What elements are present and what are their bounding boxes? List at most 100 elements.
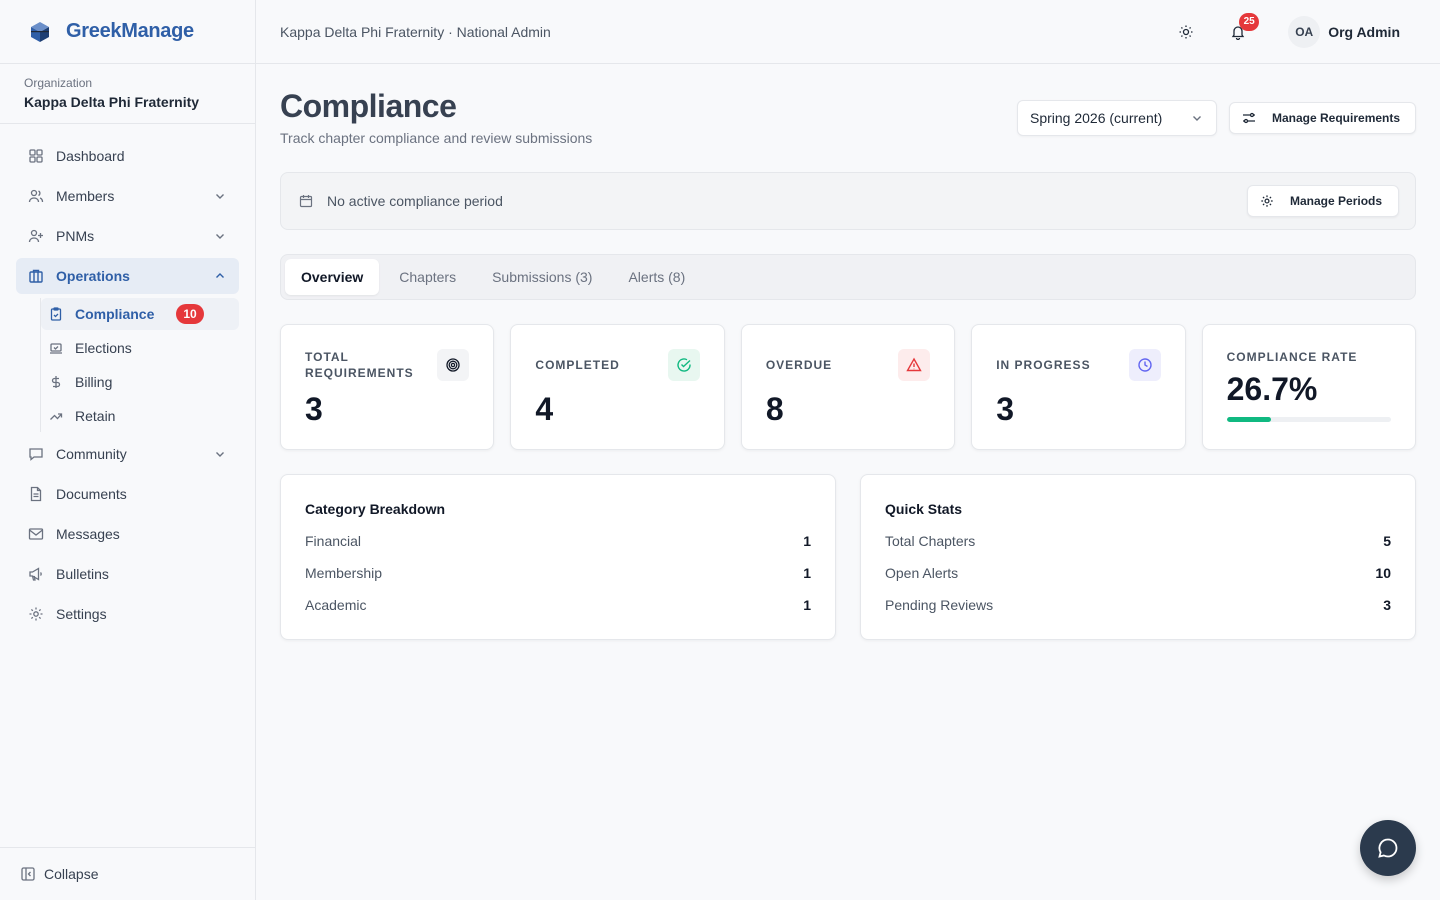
row-value: 1 (803, 565, 811, 581)
panels-row: Category Breakdown Financial 1 Membershi… (280, 474, 1416, 640)
period-select[interactable]: Spring 2026 (current) (1017, 100, 1217, 136)
sidebar-item-label: Settings (56, 606, 107, 622)
stat-label: Total Requirements (305, 350, 414, 380)
tab-alerts[interactable]: Alerts (8) (628, 269, 686, 285)
stats-row: Total Requirements 3 Completed 4 Overdue… (280, 324, 1417, 450)
sliders-icon (1243, 112, 1255, 124)
sidebar-item-label: Billing (75, 374, 113, 390)
user-name[interactable]: Org Admin (1328, 23, 1400, 40)
row-label: Pending Reviews (885, 597, 994, 613)
tab-chapters[interactable]: Chapters (399, 269, 457, 285)
dollar-icon (49, 375, 63, 389)
gear-icon (28, 606, 44, 622)
stat-value: 3 (305, 391, 323, 427)
chevron-down-icon (213, 229, 227, 243)
sidebar-item-label: Dashboard (56, 148, 125, 164)
row-value: 3 (1383, 597, 1391, 613)
sidebar-item-members[interactable]: Members (16, 178, 239, 214)
sidebar-item-community[interactable]: Community (16, 436, 239, 472)
stat-label: Compliance Rate (1226, 350, 1358, 364)
sidebar-item-messages[interactable]: Messages (16, 516, 239, 552)
quick-stats-panel: Quick Stats Total Chapters 5 Open Alerts… (860, 474, 1416, 640)
stat-value: 26.7% (1226, 371, 1318, 407)
brand[interactable]: GreekManage (0, 0, 255, 64)
sidebar-item-label: Compliance (75, 306, 155, 322)
manage-requirements-button[interactable]: Manage Requirements (1229, 102, 1416, 134)
stat-value: 4 (535, 391, 554, 427)
stat-card-total-requirements: Total Requirements 3 (280, 324, 495, 450)
organization-name: Kappa Delta Phi Fraternity (24, 94, 200, 110)
row-label: Total Chapters (885, 533, 976, 549)
topbar: Kappa Delta Phi Fraternity · National Ad… (256, 0, 1440, 64)
collapse-sidebar-button[interactable]: Collapse (0, 847, 255, 900)
sidebar-item-label: Documents (56, 486, 127, 502)
sidebar-item-dashboard[interactable]: Dashboard (16, 138, 239, 174)
list-item: Total Chapters 5 (885, 525, 1391, 557)
sidebar-item-bulletins[interactable]: Bulletins (16, 556, 239, 592)
period-notice: No active compliance period Manage Perio… (280, 172, 1416, 230)
sidebar-item-compliance[interactable]: Compliance 10 (41, 298, 239, 330)
row-label: Membership (305, 565, 383, 581)
document-icon (28, 486, 44, 502)
clock-icon (1128, 349, 1161, 381)
sidebar: GreekManage Organization Kappa Delta Phi… (0, 0, 256, 900)
list-item: Academic 1 (305, 589, 811, 621)
list-item: Membership 1 (305, 557, 811, 589)
sidebar-item-billing[interactable]: Billing (41, 366, 239, 398)
chevron-up-icon (213, 269, 227, 283)
stat-label: Completed (535, 358, 620, 372)
app-name: GreekManage (66, 20, 194, 42)
row-value: 10 (1375, 565, 1391, 581)
gear-icon (1261, 195, 1273, 207)
collapse-label: Collapse (44, 866, 99, 882)
page-subtitle: Track chapter compliance and review subm… (280, 130, 593, 146)
calendar-icon (299, 195, 313, 208)
manage-periods-label: Manage Periods (1290, 194, 1383, 208)
building-icon (28, 268, 44, 284)
page-title: Compliance (280, 88, 457, 124)
sidebar-item-operations[interactable]: Operations (16, 258, 239, 294)
row-value: 1 (803, 597, 811, 613)
row-value: 1 (803, 533, 811, 549)
clipboard-icon (49, 307, 63, 321)
sidebar-item-settings[interactable]: Settings (16, 596, 239, 632)
manage-periods-button[interactable]: Manage Periods (1247, 185, 1399, 217)
chevron-down-icon (1193, 116, 1201, 121)
chat-launcher-button[interactable] (1360, 820, 1416, 876)
sidebar-item-label: Bulletins (56, 566, 109, 582)
stat-card-overdue: Overdue 8 (740, 324, 956, 450)
sidebar-item-pnms[interactable]: PNMs (16, 218, 239, 254)
sidebar-item-label: Operations (56, 268, 130, 284)
sidebar-item-elections[interactable]: Elections (41, 332, 239, 364)
warning-icon (898, 349, 931, 381)
panel-title: Quick Stats (885, 501, 963, 517)
category-breakdown-panel: Category Breakdown Financial 1 Membershi… (280, 474, 836, 640)
list-item: Pending Reviews 3 (885, 589, 1391, 621)
sidebar-item-documents[interactable]: Documents (16, 476, 239, 512)
sidebar-item-retain[interactable]: Retain (41, 400, 239, 432)
panel-title: Category Breakdown (305, 501, 446, 517)
notifications-button[interactable]: 25 (1222, 12, 1260, 48)
grid-icon (28, 148, 44, 164)
sidebar-nav: Dashboard Members PNMs Operations Compli… (0, 124, 255, 632)
tab-overview[interactable]: Overview (285, 259, 380, 295)
logo-icon (28, 20, 52, 44)
compliance-progress-fill (1226, 417, 1271, 422)
theme-toggle-button[interactable] (1170, 16, 1202, 48)
list-item: Open Alerts 10 (885, 557, 1391, 589)
check-circle-icon (667, 349, 700, 381)
main-content: Compliance Track chapter compliance and … (280, 64, 1417, 640)
row-value: 5 (1383, 533, 1391, 549)
page-header: Compliance Track chapter compliance and … (280, 64, 1416, 172)
notification-count-badge: 25 (1239, 12, 1260, 31)
stat-label: Overdue (765, 358, 833, 372)
ballot-icon (49, 341, 63, 355)
chevron-down-icon (213, 189, 227, 203)
row-label: Open Alerts (885, 565, 959, 581)
organization-label: Organization (24, 76, 93, 90)
trend-icon (49, 409, 63, 423)
avatar[interactable]: OA (1288, 15, 1321, 48)
organization-info: Organization Kappa Delta Phi Fraternity (0, 64, 255, 124)
period-select-value: Spring 2026 (current) (1030, 110, 1163, 126)
tab-submissions[interactable]: Submissions (3) (492, 269, 593, 285)
